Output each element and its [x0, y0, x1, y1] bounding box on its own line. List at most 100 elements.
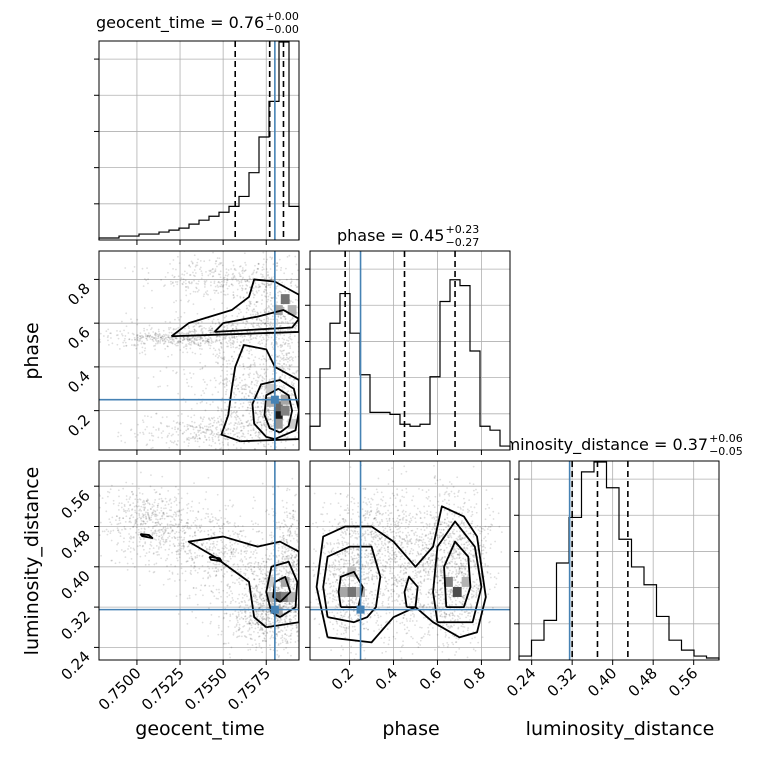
sample-point: [282, 526, 285, 528]
sample-point: [257, 607, 260, 610]
sample-point: [289, 641, 292, 644]
sample-point: [222, 553, 225, 556]
sample-point: [249, 546, 252, 549]
sample-point: [165, 515, 168, 518]
sample-point: [182, 281, 185, 284]
sample-point: [125, 481, 128, 484]
sample-point: [218, 323, 221, 326]
sample-point: [213, 570, 216, 573]
sample-point: [277, 656, 280, 658]
sample-point: [289, 530, 292, 533]
sample-point: [288, 635, 290, 638]
sample-point: [157, 340, 160, 342]
sample-point: [257, 523, 260, 526]
sample-point: [240, 558, 243, 561]
sample-point: [167, 554, 170, 556]
sample-point: [148, 336, 151, 338]
density-cell: [280, 405, 290, 416]
sample-point: [171, 427, 174, 430]
sample-point: [198, 437, 201, 440]
sample-point: [281, 374, 284, 376]
sample-point: [175, 372, 177, 375]
sample-point: [277, 546, 280, 549]
sample-point: [248, 275, 251, 278]
sample-point: [257, 286, 260, 289]
sample-point: [179, 340, 182, 343]
sample-point: [294, 414, 297, 416]
sample-point: [254, 285, 257, 288]
sample-point: [223, 430, 226, 433]
sample-point: [203, 381, 206, 383]
sample-point: [131, 536, 133, 539]
sample-point: [238, 593, 241, 596]
sample-point: [223, 337, 226, 340]
sample-point: [193, 328, 196, 331]
sample-point: [175, 513, 178, 516]
sample-point: [265, 289, 268, 292]
sample-point: [264, 425, 267, 428]
sample-point: [280, 618, 283, 621]
sample-point: [286, 542, 289, 544]
sample-point: [235, 447, 238, 450]
sample-point: [167, 532, 170, 535]
sample-point: [215, 566, 218, 569]
sample-point: [106, 495, 109, 498]
sample-point: [257, 435, 259, 438]
sample-point: [210, 429, 213, 432]
sample-point: [199, 337, 202, 340]
sample-point: [470, 566, 472, 569]
sample-point: [425, 543, 427, 546]
sample-point: [220, 429, 223, 432]
sample-point: [270, 343, 273, 346]
sample-point: [177, 428, 179, 431]
sample-point: [145, 518, 147, 520]
sample-point: [275, 602, 278, 605]
sample-point: [178, 510, 181, 513]
sample-point: [279, 269, 282, 272]
sample-point: [252, 429, 255, 431]
sample-point: [136, 545, 139, 548]
sample-point: [295, 568, 298, 571]
sample-point: [254, 313, 257, 316]
sample-point: [220, 408, 223, 410]
sample-point: [197, 529, 200, 532]
sample-point: [215, 570, 218, 573]
sample-point: [272, 493, 275, 496]
sample-point: [230, 413, 233, 415]
sample-point: [253, 578, 256, 580]
sample-point: [232, 553, 235, 556]
sample-point: [271, 508, 274, 510]
sample-point: [246, 331, 249, 333]
sample-point: [151, 534, 154, 537]
sample-point: [207, 571, 210, 574]
sample-point: [199, 438, 202, 440]
sample-point: [192, 330, 195, 333]
sample-point: [264, 371, 267, 374]
sample-point: [190, 416, 193, 419]
sample-point: [155, 515, 157, 518]
sample-point: [209, 543, 212, 545]
sample-point: [191, 351, 194, 354]
sample-point: [289, 578, 292, 581]
sample-point: [214, 427, 217, 429]
sample-point: [218, 415, 221, 418]
sample-point: [226, 293, 229, 296]
contour-line: [263, 387, 294, 434]
sample-point: [271, 256, 274, 259]
sample-point: [105, 528, 108, 531]
sample-point: [188, 594, 191, 597]
sample-point: [236, 432, 238, 434]
sample-point: [162, 533, 165, 536]
sample-point: [291, 586, 294, 589]
sample-point: [292, 564, 295, 567]
sample-point: [140, 342, 143, 345]
sample-point: [195, 542, 198, 544]
sample-point: [270, 425, 273, 428]
sample-point: [228, 423, 231, 425]
sample-point: [282, 359, 285, 362]
sample-point: [194, 332, 196, 334]
sample-point: [281, 357, 284, 360]
sample-point: [275, 364, 278, 367]
sample-point: [279, 642, 282, 645]
sample-point: [271, 574, 274, 577]
